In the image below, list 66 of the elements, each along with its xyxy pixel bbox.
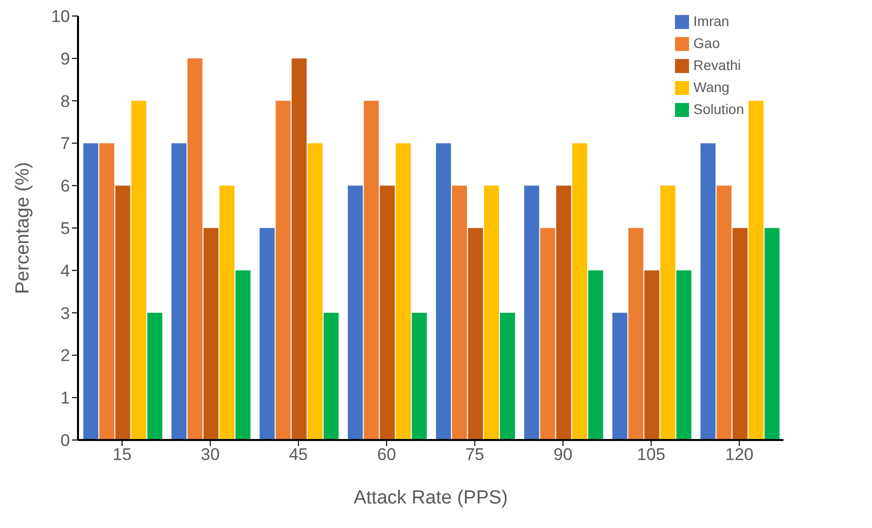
bar [147,312,162,440]
bar [131,100,146,440]
bar [396,143,411,440]
y-tick-label: 5 [60,219,70,238]
bar [452,186,467,440]
legend-label: Solution [693,101,744,117]
y-tick-label: 1 [60,388,70,408]
x-tick-label: 30 [200,445,220,464]
bar [171,143,186,440]
bar [676,270,692,440]
legend-label: Imran [693,13,730,29]
bar [412,312,427,440]
y-tick-label: 4 [60,261,70,280]
bar [260,228,275,440]
bar [468,228,483,440]
y-tick-label: 8 [60,92,70,111]
legend-label: Gao [693,35,720,51]
bar [644,270,660,440]
x-tick-label: 120 [725,445,754,464]
x-axis-title: Attack Rate (PPS) [354,487,508,508]
bar [556,186,572,440]
bar [436,143,451,440]
y-tick-label: 9 [60,49,70,68]
y-tick-label: 0 [60,431,70,450]
bar [500,312,515,440]
bar [83,143,98,440]
y-tick-label: 3 [60,304,70,323]
y-tick-label: 2 [60,346,70,366]
bar [276,100,291,440]
x-tick-label: 15 [112,445,132,464]
bar [588,270,604,440]
bar [748,100,764,440]
bar [324,312,339,440]
bar [99,143,114,440]
bar [572,143,588,440]
bar [628,228,644,440]
y-axis-title: Percentage (%) [12,162,34,294]
bar [732,228,748,440]
bar [187,58,202,440]
bar [219,186,234,440]
x-tick-label: 60 [377,445,396,464]
bar [764,228,780,440]
legend-label: Revathi [693,57,741,73]
bar [484,186,499,440]
bar [540,228,556,440]
bar [115,186,130,440]
bar [380,186,395,440]
x-tick-label: 45 [288,445,308,464]
bar [203,228,218,440]
bar [348,186,363,440]
bar [716,186,732,440]
bar [308,143,323,440]
bar [700,143,716,440]
x-tick-label: 105 [636,445,666,464]
legend-label: Wang [693,79,730,95]
bar [235,270,250,440]
bar [660,186,676,440]
bar [364,100,379,440]
y-tick-label: 6 [60,176,70,196]
x-tick-label: 75 [465,445,484,464]
bar [612,312,628,440]
x-tick-label: 90 [554,445,572,464]
bar [292,58,307,440]
y-tick-label: 10 [51,7,70,26]
y-tick-label: 7 [60,134,70,154]
bar [524,186,540,440]
